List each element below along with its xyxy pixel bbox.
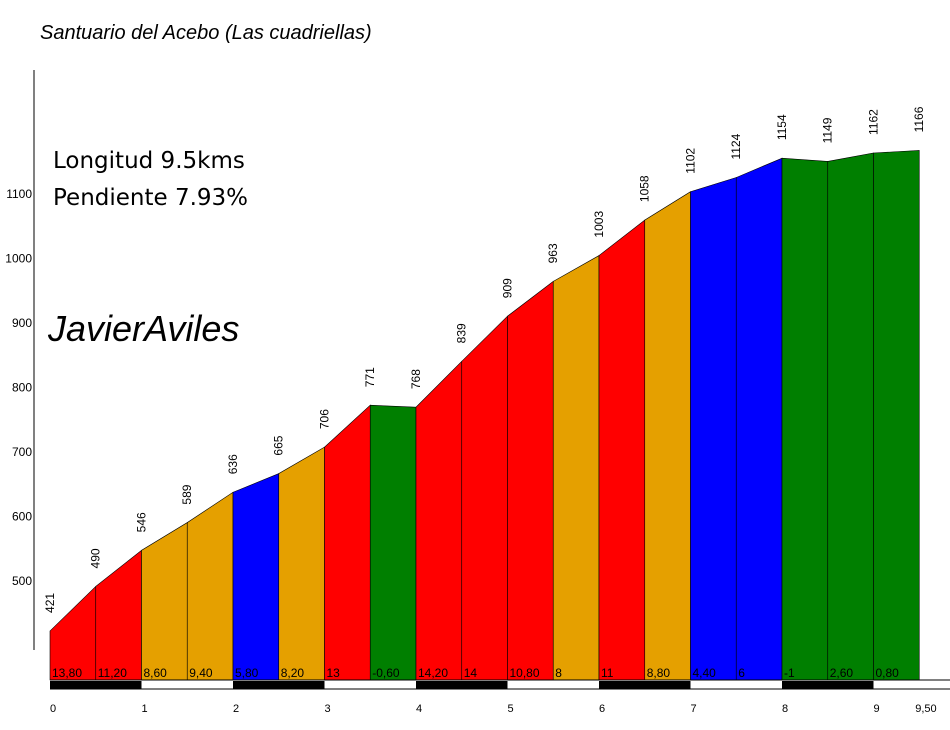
profile-segment: [690, 177, 737, 681]
gradient-label: 14: [464, 666, 478, 680]
profile-segment: [415, 360, 463, 681]
elevation-label: 1149: [821, 117, 835, 143]
km-bar: [782, 681, 874, 689]
y-tick-label: 600: [12, 510, 32, 524]
gradient-label: 10,80: [510, 666, 540, 680]
elevation-label: 1166: [912, 106, 926, 132]
y-tick-label: 1000: [5, 252, 32, 266]
gradient-label: 8,80: [647, 666, 671, 680]
profile-segment: [324, 404, 371, 681]
x-tick-label: 6: [599, 703, 605, 715]
y-tick-label: 700: [12, 445, 32, 459]
profile-segment: [461, 315, 508, 681]
profile-segment: [873, 150, 920, 681]
gradient-label: 6: [738, 666, 745, 680]
gradient-label: 4,40: [693, 666, 717, 680]
x-tick-label: 0: [50, 703, 56, 715]
elevation-label: 490: [89, 548, 103, 568]
elevation-label: 665: [272, 435, 286, 455]
profile-segment: [735, 157, 783, 681]
km-bar: [141, 681, 233, 689]
gradient-label: 8: [555, 666, 562, 680]
km-bar: [50, 681, 142, 689]
elevation-label: 421: [43, 593, 57, 613]
y-tick-label: 500: [12, 574, 32, 588]
gradient-info: Pendiente 7.93%: [53, 185, 249, 211]
gradient-label: 8,60: [144, 666, 168, 680]
elevation-label: 771: [363, 367, 377, 387]
profile-segment: [507, 280, 554, 681]
elevation-label: 768: [409, 369, 423, 389]
km-bar: [873, 681, 920, 689]
elevation-label: 963: [546, 243, 560, 263]
profile-segment: [781, 157, 829, 681]
profile-segment: [369, 404, 417, 681]
x-tick-label: 8: [782, 703, 788, 715]
x-tick-label: 2: [233, 703, 239, 715]
x-tick-label: 7: [691, 703, 697, 715]
elevation-label: 1102: [684, 148, 698, 174]
x-tick-label: 9: [874, 703, 880, 715]
y-tick-label: 900: [12, 316, 32, 330]
x-tick-label: 9,50: [915, 703, 936, 715]
gradient-label: 11,20: [98, 666, 127, 680]
gradient-label: 9,40: [189, 666, 213, 680]
gradient-label: 8,20: [281, 666, 305, 680]
elevation-label: 1154: [775, 114, 789, 140]
elevation-label: 839: [455, 323, 469, 343]
profile-segment: [141, 522, 188, 681]
elevation-label: 1058: [638, 175, 652, 202]
x-tick-label: 5: [508, 703, 514, 715]
author-watermark: JavierAviles: [48, 308, 240, 349]
elevation-label: 1162: [867, 109, 881, 135]
elevation-label: 589: [180, 484, 194, 504]
km-bar: [324, 681, 416, 689]
gradient-label: -0,60: [372, 666, 400, 680]
elevation-label: 1003: [592, 211, 606, 238]
elevation-label: 546: [135, 512, 149, 532]
x-tick-label: 4: [416, 703, 422, 715]
y-tick-label: 800: [12, 381, 32, 395]
y-tick-label: 1100: [6, 187, 32, 201]
km-bar: [233, 681, 325, 689]
length-info: Longitud 9.5kms: [53, 148, 245, 174]
gradient-label: 14,20: [418, 666, 448, 680]
profile-segment: [186, 491, 234, 681]
elevation-label: 636: [226, 454, 240, 474]
km-bar: [507, 681, 599, 689]
x-tick-label: 1: [142, 703, 148, 715]
profile-segment: [278, 446, 325, 681]
km-bar: [690, 681, 782, 689]
gradient-label: 2,60: [830, 666, 854, 680]
profile-segment: [598, 219, 646, 681]
profile-segment: [827, 152, 874, 681]
profile-segment: [232, 473, 280, 681]
gradient-label: 11: [601, 666, 614, 680]
chart-title: Santuario del Acebo (Las cuadriellas): [40, 22, 372, 44]
profile-segment: [95, 549, 142, 681]
km-bar: [599, 681, 691, 689]
gradient-label: 0,80: [876, 666, 900, 680]
gradient-label: 13,80: [52, 666, 82, 680]
gradient-label: -1: [784, 666, 795, 680]
elevation-label: 1124: [729, 133, 743, 159]
elevation-label: 909: [501, 278, 515, 298]
gradient-label: 13: [327, 666, 341, 680]
elevation-label: 706: [318, 409, 332, 429]
km-bar: [416, 681, 508, 689]
profile-segment: [552, 255, 600, 681]
x-tick-label: 3: [325, 703, 331, 715]
profile-segment: [644, 191, 691, 681]
gradient-label: 5,80: [235, 666, 259, 680]
